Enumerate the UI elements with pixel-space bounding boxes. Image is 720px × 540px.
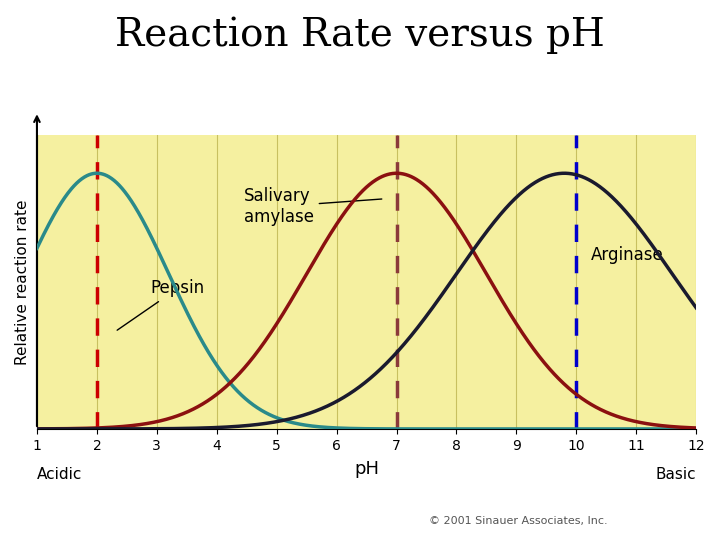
X-axis label: pH: pH (354, 460, 379, 477)
Text: Basic: Basic (656, 467, 696, 482)
Text: Reaction Rate versus pH: Reaction Rate versus pH (115, 16, 605, 53)
Y-axis label: Relative reaction rate: Relative reaction rate (15, 199, 30, 364)
Text: © 2001 Sinauer Associates, Inc.: © 2001 Sinauer Associates, Inc. (429, 516, 608, 526)
Text: Salivary
amylase: Salivary amylase (243, 187, 382, 226)
Text: Acidic: Acidic (37, 467, 82, 482)
Text: Pepsin: Pepsin (117, 279, 205, 330)
Text: Arginase: Arginase (591, 246, 664, 264)
